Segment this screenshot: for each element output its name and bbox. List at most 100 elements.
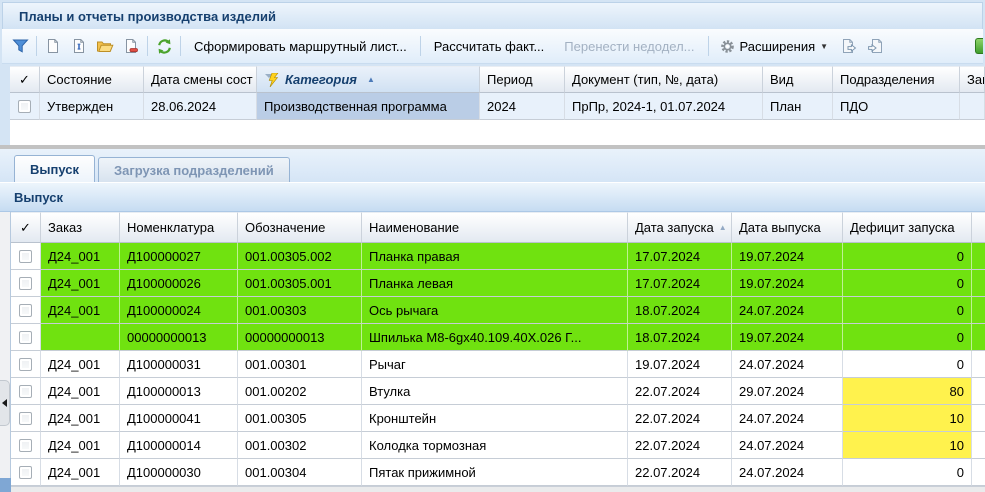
cell-designation[interactable]: 001.00301 <box>238 351 362 378</box>
splitter-collapse-handle[interactable] <box>0 380 10 426</box>
column-header-nomenclature[interactable]: Номенклатура <box>120 212 238 243</box>
create-button[interactable] <box>40 33 66 59</box>
cell-release-date[interactable]: 29.07.2024 <box>732 378 843 405</box>
refresh-button[interactable] <box>151 33 177 59</box>
cell-nomenclature[interactable]: Д100000027 <box>120 243 238 270</box>
cell-document[interactable]: ПрПр, 2024-1, 01.07.2024 <box>565 93 763 120</box>
cell-order[interactable]: Д24_001 <box>41 459 120 486</box>
cell-release-date[interactable]: 19.07.2024 <box>732 324 843 351</box>
cell-designation[interactable]: 001.00305.001 <box>238 270 362 297</box>
column-header-designation[interactable]: Обозначение <box>238 212 362 243</box>
filter-button[interactable] <box>7 33 33 59</box>
column-header-launch-date[interactable]: Дата запуска ▲ <box>628 212 732 243</box>
cell-deficit[interactable]: 0 <box>843 297 972 324</box>
column-header-kind[interactable]: Вид <box>763 66 833 93</box>
output-table-row[interactable]: Д24_001 Д100000030 001.00304 Пятак прижимно… <box>11 459 985 486</box>
cell-name[interactable]: Планка правая <box>362 243 628 270</box>
cell-release-date[interactable]: 24.07.2024 <box>732 297 843 324</box>
cell-order[interactable]: Д24_001 <box>41 405 120 432</box>
column-header-period[interactable]: Период <box>480 66 565 93</box>
cell-launch-date[interactable]: 22.07.2024 <box>628 432 732 459</box>
cell-order[interactable]: Д24_001 <box>41 297 120 324</box>
row-checkbox[interactable] <box>19 303 32 317</box>
row-checkbox[interactable] <box>19 357 32 371</box>
cell-order[interactable]: Д24_001 <box>41 378 120 405</box>
cell-release-date[interactable]: 24.07.2024 <box>732 405 843 432</box>
cell-designation[interactable]: 001.00304 <box>238 459 362 486</box>
cell-designation[interactable]: 001.00202 <box>238 378 362 405</box>
cell-nomenclature[interactable]: Д100000031 <box>120 351 238 378</box>
cell-nomenclature[interactable]: 00000000013 <box>120 324 238 351</box>
cell-order[interactable] <box>41 324 120 351</box>
row-checkbox[interactable] <box>19 276 32 290</box>
output-table-row[interactable]: Д24_001 Д100000013 001.00202 Втулка 22.07.20… <box>11 378 985 405</box>
cell-order[interactable]: Д24_001 <box>41 351 120 378</box>
cell-deficit[interactable]: 0 <box>843 351 972 378</box>
cell-release-date[interactable]: 24.07.2024 <box>732 459 843 486</box>
import-button[interactable] <box>862 33 888 59</box>
output-table-row[interactable]: Д24_001 Д100000027 001.00305.002 Планка пра… <box>11 243 985 270</box>
cell-release-date[interactable]: 19.07.2024 <box>732 270 843 297</box>
output-table-row[interactable]: 00000000013 00000000013 Шпилька М8-6gх40.1… <box>11 324 985 351</box>
cell-launch-date[interactable]: 22.07.2024 <box>628 405 732 432</box>
cell-launch-date[interactable]: 22.07.2024 <box>628 459 732 486</box>
cell-launch-date[interactable]: 17.07.2024 <box>628 270 732 297</box>
row-checkbox[interactable] <box>19 411 32 425</box>
cell-name[interactable]: Колодка тормозная <box>362 432 628 459</box>
output-table-row[interactable]: Д24_001 Д100000024 001.00303 Ось рычага 18.0… <box>11 297 985 324</box>
output-table-row[interactable]: Д24_001 Д100000026 001.00305.001 Планка лев… <box>11 270 985 297</box>
cell-launch-date[interactable]: 19.07.2024 <box>628 351 732 378</box>
column-header-departments[interactable]: Подразделения <box>833 66 960 93</box>
row-checkbox[interactable] <box>19 384 32 398</box>
cell-departments[interactable]: ПДО <box>833 93 960 120</box>
cell-release-date[interactable]: 24.07.2024 <box>732 432 843 459</box>
column-header-category[interactable]: Категория ▲ <box>257 66 480 93</box>
cell-release-date[interactable]: 19.07.2024 <box>732 243 843 270</box>
cell-deficit[interactable]: 0 <box>843 270 972 297</box>
cell-deficit[interactable]: 0 <box>843 243 972 270</box>
plans-table-row[interactable]: Утвержден 28.06.2024 Производственная прог… <box>10 93 985 120</box>
row-checkbox[interactable] <box>19 330 32 344</box>
cell-launch-date[interactable]: 18.07.2024 <box>628 324 732 351</box>
cell-name[interactable]: Пятак прижимной <box>362 459 628 486</box>
cell-name[interactable]: Рычаг <box>362 351 628 378</box>
column-header-order[interactable]: Заказ <box>41 212 120 243</box>
cell-state[interactable]: Утвержден <box>40 93 144 120</box>
cell-name[interactable]: Втулка <box>362 378 628 405</box>
output-table-row[interactable]: Д24_001 Д100000031 001.00301 Рычаг 19.07.202… <box>11 351 985 378</box>
cell-kind[interactable]: План <box>763 93 833 120</box>
column-header-document[interactable]: Документ (тип, №, дата) <box>565 66 763 93</box>
column-header-deficit[interactable]: Дефицит запуска <box>843 212 972 243</box>
cell-deficit[interactable]: 10 <box>843 405 972 432</box>
calculate-fact-button[interactable]: Рассчитать факт... <box>433 38 545 54</box>
delete-button[interactable] <box>118 33 144 59</box>
cell-nomenclature[interactable]: Д100000026 <box>120 270 238 297</box>
cell-release-date[interactable]: 24.07.2024 <box>732 351 843 378</box>
cell-name[interactable]: Ось рычага <box>362 297 628 324</box>
column-header-release-date[interactable]: Дата выпуска <box>732 212 843 243</box>
column-header-state[interactable]: Состояние <box>40 66 144 93</box>
cell-order[interactable]: Д24_001 <box>41 270 120 297</box>
cell-designation[interactable]: 001.00305 <box>238 405 362 432</box>
column-header-customer[interactable]: Зак <box>960 66 985 93</box>
cell-designation[interactable]: 001.00303 <box>238 297 362 324</box>
cell-launch-date[interactable]: 17.07.2024 <box>628 243 732 270</box>
extensions-button[interactable]: Расширения ▼ <box>712 33 837 59</box>
cell-deficit[interactable]: 80 <box>843 378 972 405</box>
cell-designation[interactable]: 001.00302 <box>238 432 362 459</box>
tab-vypusk[interactable]: Выпуск <box>14 155 95 182</box>
tab-zagruzka-podrazdelenij[interactable]: Загрузка подразделений <box>98 157 290 182</box>
export-button[interactable] <box>836 33 862 59</box>
row-checkbox[interactable] <box>18 99 31 113</box>
cell-order[interactable]: Д24_001 <box>41 243 120 270</box>
column-header-state-change-date[interactable]: Дата смены сост <box>144 66 257 93</box>
cell-nomenclature[interactable]: Д100000014 <box>120 432 238 459</box>
cell-deficit[interactable]: 0 <box>843 324 972 351</box>
cell-launch-date[interactable]: 22.07.2024 <box>628 378 732 405</box>
cell-designation[interactable]: 00000000013 <box>238 324 362 351</box>
cell-nomenclature[interactable]: Д100000013 <box>120 378 238 405</box>
cell-order[interactable]: Д24_001 <box>41 432 120 459</box>
cell-state-change-date[interactable]: 28.06.2024 <box>144 93 257 120</box>
edit-button[interactable] <box>66 33 92 59</box>
cell-deficit[interactable]: 0 <box>843 459 972 486</box>
